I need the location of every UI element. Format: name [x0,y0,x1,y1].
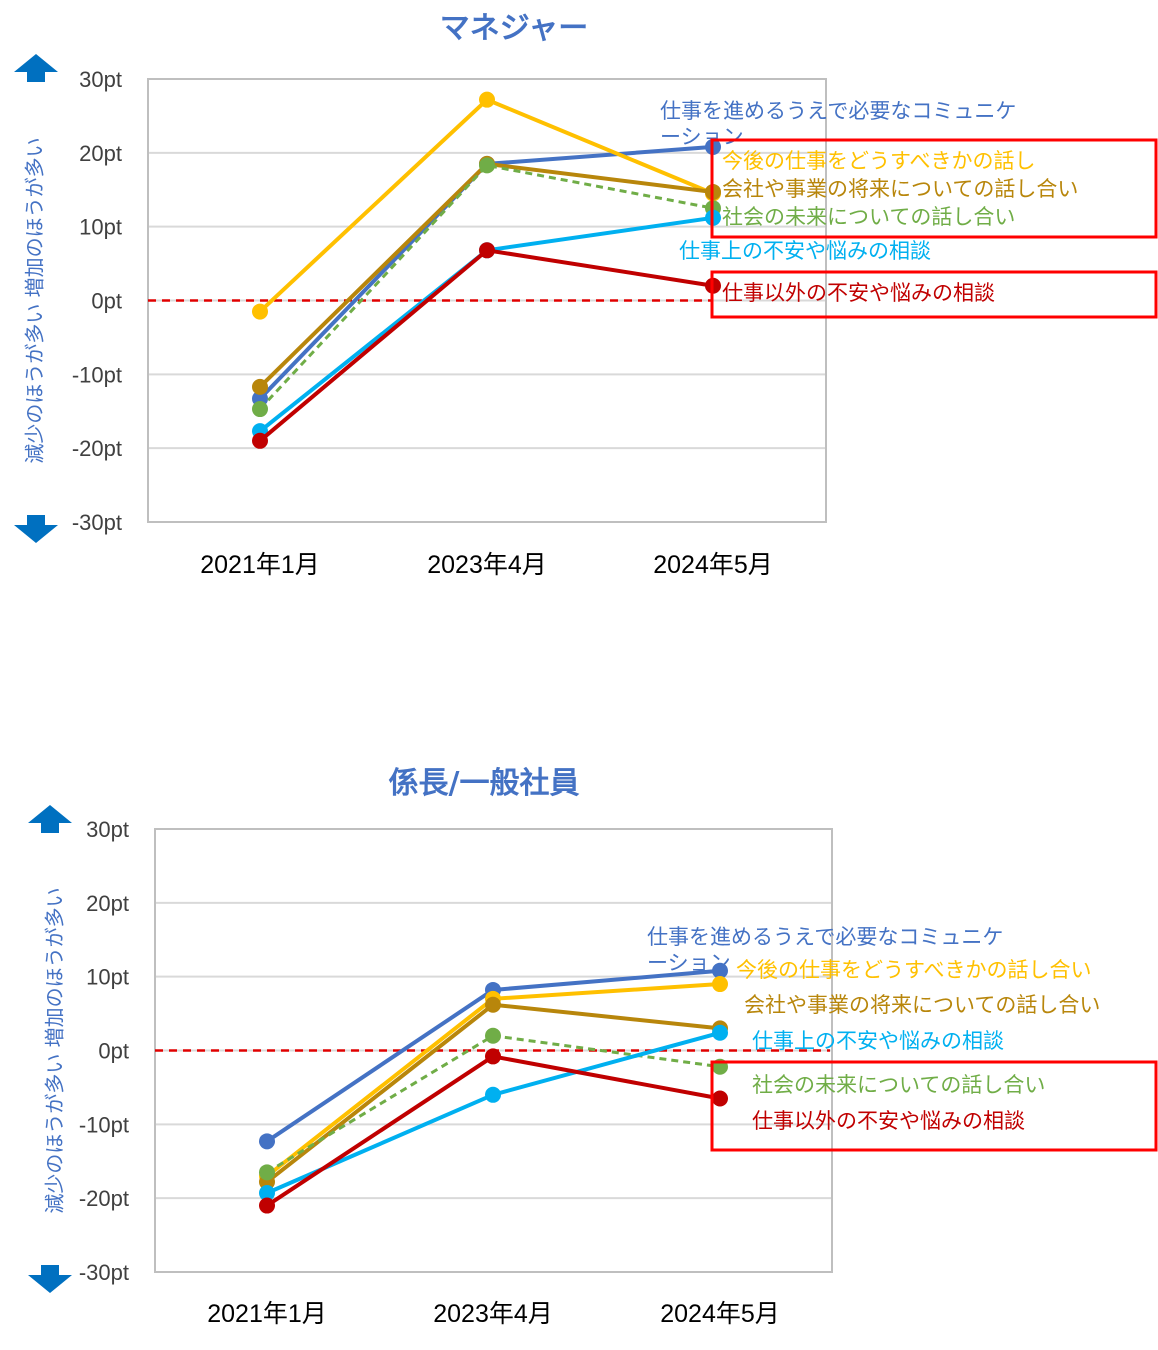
y-tick-label: 10pt [86,965,129,990]
y-tick-label: 30pt [86,817,129,842]
y-tick-label: 20pt [79,141,122,166]
y-axis-label: 減少のほうが多い 増加のほうが多い [43,887,67,1213]
y-tick-label: -20pt [79,1186,129,1211]
data-point [259,1197,275,1214]
data-point [252,303,268,320]
data-point [252,378,268,395]
arrow-down-icon [28,1265,72,1293]
y-tick-label: 0pt [91,289,122,314]
series-label: 社会の未来についての話し合い [752,1073,1045,1097]
series-label: 仕事上の不安や悩みの相談 [679,239,931,263]
series-label: 仕事以外の不安や悩みの相談 [722,281,995,305]
data-point [485,1086,501,1103]
data-point [712,962,728,979]
series-line [258,97,714,314]
manager-chart: マネジャー 30pt 20pt 10pt 0pt -10pt -20pt -30pt 2021年… [14,11,1158,579]
y-tick-label: 10pt [79,215,122,240]
x-category-label: 2024年5月 [660,1300,780,1328]
series-label: 今後の仕事をどうすべきかの話し合い [736,958,1092,982]
highlight-box [710,1060,1158,1152]
y-axis-label: 減少のほうが多い 増加のほうが多い [23,137,47,463]
series-label: 会社や事業の将来についての話し合い [722,177,1078,201]
data-point [485,996,501,1013]
series-label: 仕事以外の不安や悩みの相談 [752,1109,1025,1133]
series-label: 会社や事業の将来についての話し合い [744,993,1100,1017]
series-label: ーション [660,125,744,149]
highlight-box [710,138,1158,239]
series-line [258,163,714,411]
y-tick-label: -20pt [72,436,122,461]
series-label: 社会の未来についての話し合い [722,205,1015,229]
chart-title: マネジャー [440,11,589,46]
arrow-up-icon [14,54,58,82]
data-point [259,1164,275,1181]
y-tick-label: 30pt [79,67,122,92]
data-point [485,1048,501,1065]
series-label: 仕事を進めるうえで必要なコミュニケ [660,99,1016,123]
data-point [479,91,495,108]
y-tick-label: -30pt [79,1260,129,1285]
series-label: 今後の仕事をどうすべきかの話し [722,149,1036,173]
x-category-label: 2024年5月 [653,551,773,579]
staff-chart: 係長/一般社員 30pt 20pt 10pt 0pt -10pt -20pt -30pt 202… [28,766,1158,1328]
x-category-label: 2021年1月 [200,551,320,579]
y-tick-label: 20pt [86,891,129,916]
chart-title: 係長/一般社員 [389,766,580,801]
data-point [252,401,268,418]
highlight-box [710,270,1158,319]
data-point [712,976,728,993]
series-label: 仕事上の不安や悩みの相談 [752,1029,1004,1053]
x-category-label: 2023年4月 [427,551,547,579]
data-point [259,1184,275,1201]
data-point [712,1024,728,1041]
x-category-label: 2021年1月 [207,1300,327,1328]
arrow-up-icon [28,805,72,833]
arrow-down-icon [14,515,58,543]
series-line [265,982,721,1178]
y-tick-label: 0pt [98,1039,129,1064]
data-point [259,1133,275,1150]
series-label: 仕事を進めるうえで必要なコミュニケ [647,925,1003,949]
y-tick-label: -10pt [79,1112,129,1137]
data-point [479,242,495,259]
data-point [485,1027,501,1044]
y-tick-label: -10pt [72,362,122,387]
data-point [712,1090,728,1107]
data-point [479,157,495,174]
series-line [258,248,714,443]
x-category-label: 2023年4月 [433,1300,553,1328]
data-point [252,432,268,449]
series-label: ーション [647,951,731,975]
y-tick-label: -30pt [72,510,122,535]
